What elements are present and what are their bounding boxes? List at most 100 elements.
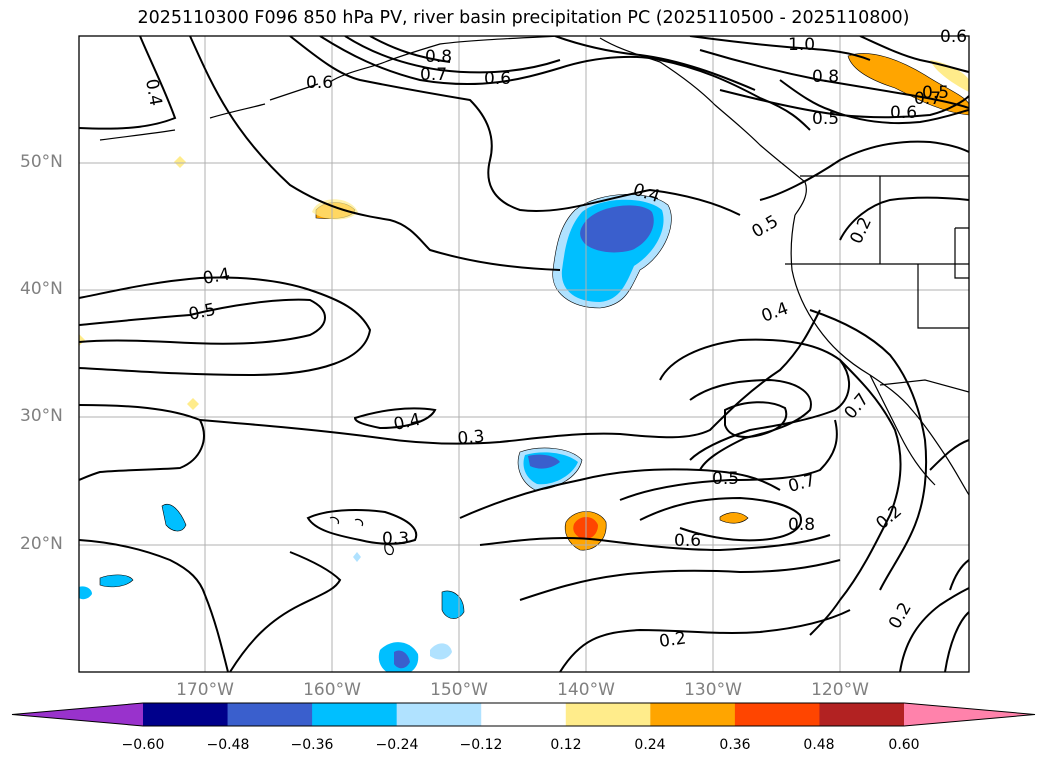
contour-north-3 bbox=[289, 36, 741, 216]
contour-east-6 bbox=[929, 439, 969, 471]
contour-cutoff-3 bbox=[724, 401, 788, 438]
map-title: 2025110300 F096 850 hPa PV, river basin … bbox=[137, 8, 910, 28]
contour-label: 0.7 bbox=[914, 89, 941, 109]
contour-north-1 bbox=[79, 36, 177, 130]
contour-label: 0.3 bbox=[382, 529, 409, 549]
coast-aleutians bbox=[99, 83, 319, 141]
contour-label: 0.6 bbox=[306, 73, 333, 93]
colorbar-segment bbox=[734, 703, 820, 726]
colorbar-segment bbox=[227, 703, 313, 726]
contour-ne-7 bbox=[839, 196, 969, 241]
contour-label: 0.6 bbox=[674, 531, 701, 551]
contour-east-1 bbox=[809, 359, 902, 636]
contour-ne-2 bbox=[699, 49, 969, 109]
border-us-mexico bbox=[879, 379, 969, 393]
contour-north-2 bbox=[189, 36, 561, 271]
colorbar-tick: −0.24 bbox=[375, 737, 419, 753]
colorbar-segment bbox=[143, 703, 229, 726]
shade-neg3 bbox=[161, 504, 187, 532]
colorbar-tick: −0.60 bbox=[121, 737, 165, 753]
lon-label-160w: 160°W bbox=[303, 680, 361, 700]
pv-contours bbox=[79, 36, 969, 672]
lat-label-30n: 30°N bbox=[20, 406, 63, 426]
contour-ne-3 bbox=[719, 89, 969, 119]
colorbar-tick: 0.60 bbox=[888, 737, 920, 753]
contour-south-3 bbox=[306, 509, 418, 545]
contour-label: 0.5 bbox=[812, 109, 839, 129]
contour-east-2 bbox=[809, 309, 928, 591]
colorbar-tick: 0.12 bbox=[550, 737, 582, 753]
contour-ne-6 bbox=[759, 140, 969, 201]
shade-pos-light-1 bbox=[930, 60, 969, 92]
coastlines bbox=[99, 36, 969, 556]
contour-label: 0.5 bbox=[922, 83, 949, 103]
shade-neg6 bbox=[99, 574, 134, 588]
contour-label: 1.0 bbox=[788, 35, 815, 55]
shade-neg2-dark bbox=[528, 454, 560, 469]
lon-label-150w: 150°W bbox=[430, 680, 488, 700]
contour-label: 0.4 bbox=[392, 410, 423, 435]
contour-north-6 bbox=[369, 36, 451, 63]
contour-north-4 bbox=[319, 36, 811, 131]
map-frame bbox=[78, 35, 970, 673]
lat-label-20n: 20°N bbox=[20, 534, 63, 554]
contour-east-5 bbox=[949, 559, 969, 591]
contour-south-7 bbox=[559, 609, 851, 672]
contour-south-4 bbox=[459, 468, 781, 519]
contour-label: 0.2 bbox=[872, 501, 906, 534]
colorbar-tick: 0.24 bbox=[634, 737, 666, 753]
contour-north-7 bbox=[554, 36, 756, 91]
border-states-4 bbox=[954, 227, 969, 279]
contour-south-1 bbox=[79, 539, 229, 672]
contour-mid-1 bbox=[79, 404, 205, 481]
contour-label: 0.5 bbox=[749, 211, 782, 242]
shade-neg-dot bbox=[353, 552, 361, 562]
shade-neg7 bbox=[79, 586, 92, 600]
contour-north-5 bbox=[344, 36, 561, 74]
coast-hawaii bbox=[329, 516, 394, 556]
contour-mid-3 bbox=[199, 309, 821, 445]
contour-label: 0.2 bbox=[658, 628, 688, 652]
colorbar-segment bbox=[565, 703, 651, 726]
precip-shading bbox=[79, 53, 969, 672]
colorbar-outline bbox=[11, 702, 1036, 727]
colorbar-segment bbox=[312, 703, 398, 726]
contour-label: 0.7 bbox=[420, 65, 447, 85]
contour-south-2 bbox=[229, 551, 342, 672]
contour-label: 0.8 bbox=[812, 67, 839, 87]
colorbar-segment bbox=[650, 703, 736, 726]
colorbar-segment bbox=[819, 703, 905, 726]
colorbar-segment bbox=[481, 703, 567, 726]
shade-pos-dot-2 bbox=[187, 398, 199, 410]
contour-ne-5 bbox=[859, 36, 969, 73]
contour-west-2 bbox=[79, 298, 326, 345]
contour-mid-2 bbox=[353, 407, 437, 430]
contour-label: 0.2 bbox=[846, 214, 876, 247]
shade-pos-dot-1 bbox=[174, 156, 186, 168]
contour-cutoff-4 bbox=[619, 419, 838, 501]
contour-label: 0.4 bbox=[201, 265, 231, 289]
colorbar-tick: −0.36 bbox=[290, 737, 334, 753]
contour-label: 0.6 bbox=[484, 69, 511, 89]
contour-label: 0.6 bbox=[940, 27, 967, 47]
contour-south-5 bbox=[479, 534, 831, 552]
contour-label: 0.6 bbox=[890, 103, 917, 123]
contour-ne-1 bbox=[689, 36, 871, 61]
border-states-3 bbox=[917, 264, 969, 329]
contour-label: 0.2 bbox=[885, 599, 916, 632]
contour-label: 0.5 bbox=[187, 300, 218, 325]
shade-pos-dot-3 bbox=[79, 334, 85, 346]
lat-label-50n: 50°N bbox=[20, 152, 63, 172]
lon-label-130w: 130°W bbox=[684, 680, 742, 700]
contour-label: 0.3 bbox=[457, 427, 486, 449]
colorbar-extend-max bbox=[904, 703, 1035, 726]
colorbar-segment bbox=[396, 703, 482, 726]
contour-label: 0.7 bbox=[786, 471, 817, 497]
coast-alaska bbox=[329, 36, 561, 83]
shade-neg5-dark bbox=[394, 650, 410, 669]
contour-cutoff-5 bbox=[639, 496, 802, 542]
contour-east-3 bbox=[899, 587, 969, 672]
lon-label-120w: 120°W bbox=[811, 680, 869, 700]
contour-cutoff-1 bbox=[659, 338, 850, 461]
